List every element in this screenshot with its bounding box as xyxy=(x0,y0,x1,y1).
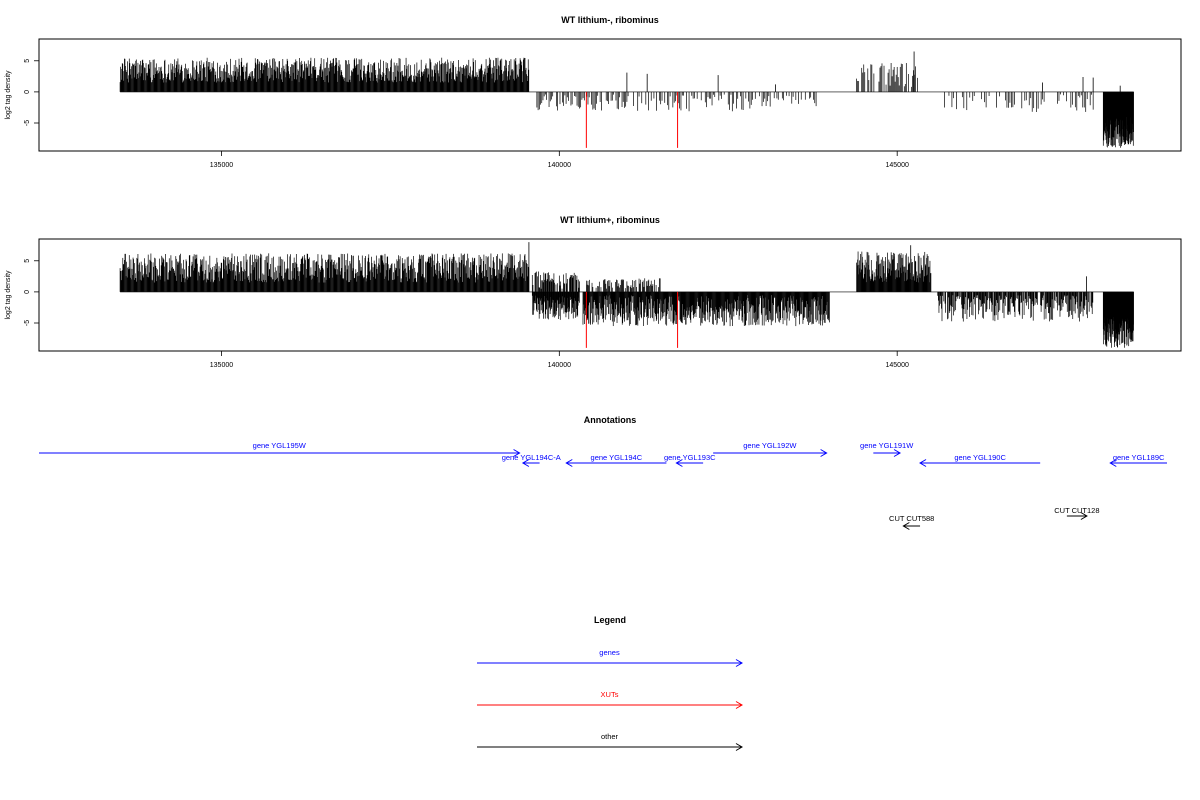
legend-item: other xyxy=(477,732,743,751)
annotation-label: gene YGL192W xyxy=(743,441,797,450)
track-panel-lithium-plus: WT lithium+, ribominus log2 tag density … xyxy=(5,215,1182,369)
annotation-other: CUT CUT588 xyxy=(889,514,934,530)
track-panel-lithium-minus: WT lithium-, ribominus log2 tag density … xyxy=(5,15,1182,169)
annotation-arrowhead xyxy=(675,459,683,467)
coverage-bars xyxy=(119,242,1134,348)
legend-label: XUTs xyxy=(601,690,619,699)
annotation-arrowhead xyxy=(513,449,521,457)
annotation-arrowhead xyxy=(1109,459,1117,467)
annotation-gene: gene YGL193C xyxy=(664,453,716,467)
legend-items: genes XUTs other xyxy=(477,648,743,751)
annotation-label: gene YGL190C xyxy=(954,453,1006,462)
annotation-label: gene YGL194C-A xyxy=(502,453,561,462)
xut-markers xyxy=(585,291,679,348)
annotation-gene: gene YGL195W xyxy=(39,441,521,457)
x-tick-label: 140000 xyxy=(548,362,571,369)
x-tick-label: 135000 xyxy=(210,362,233,369)
y-tick-label: 0 xyxy=(24,90,31,94)
annotation-gene: gene YGL194C-A xyxy=(502,453,561,467)
y-tick-label: 5 xyxy=(24,59,31,63)
annotation-label: gene YGL194C xyxy=(591,453,643,462)
x-tick-label: 145000 xyxy=(886,362,909,369)
x-tick-label: 145000 xyxy=(886,162,909,169)
y-axis-label: log2 tag density xyxy=(5,70,12,120)
annotation-label: CUT CUT588 xyxy=(889,514,934,523)
y-axis-label: log2 tag density xyxy=(5,270,12,320)
annotation-label: gene YGL195W xyxy=(253,441,307,450)
annotation-label: gene YGL193C xyxy=(664,453,716,462)
xut-markers xyxy=(585,91,679,148)
y-axis: 5 0 -5 xyxy=(24,259,39,326)
annotation-arrowhead xyxy=(1080,512,1088,520)
y-axis: 5 0 -5 xyxy=(24,59,39,126)
annotation-label: gene YGL189C xyxy=(1113,453,1165,462)
plot-frame xyxy=(38,238,1182,352)
annotation-arrowhead xyxy=(820,449,828,457)
annotation-other: CUT CUT128 xyxy=(1054,506,1100,520)
y-tick-label: -5 xyxy=(24,120,31,126)
legend-arrowhead xyxy=(735,743,743,751)
annotation-arrowhead xyxy=(919,459,927,467)
coverage-bars xyxy=(119,51,1134,148)
annotation-gene: gene YGL191W xyxy=(860,441,914,457)
annotation-arrowhead xyxy=(521,459,530,467)
annotations-title: Annotations xyxy=(584,415,637,425)
plot-frame xyxy=(38,38,1182,152)
legend-title: Legend xyxy=(594,615,626,625)
annotation-label: gene YGL191W xyxy=(860,441,914,450)
x-tick-label: 135000 xyxy=(210,162,233,169)
x-axis: 135000 140000 145000 xyxy=(210,351,909,369)
annotation-arrowhead xyxy=(565,459,573,467)
annotation-gene: gene YGL189C xyxy=(1109,453,1167,467)
annotation-gene: gene YGL190C xyxy=(919,453,1041,467)
annotation-arrowhead xyxy=(893,449,902,457)
legend-item: genes xyxy=(477,648,743,667)
y-tick-label: 0 xyxy=(24,290,31,294)
legend-label: other xyxy=(601,732,619,741)
annotation-gene: gene YGL194C xyxy=(565,453,667,467)
legend-arrowhead xyxy=(735,701,743,709)
legend-arrowhead xyxy=(735,659,743,667)
panel-title: WT lithium+, ribominus xyxy=(560,215,660,225)
annotation-arrowhead xyxy=(902,522,910,530)
x-tick-label: 140000 xyxy=(548,162,571,169)
annotation-items: gene YGL195W gene YGL194C-A gene YGL194C ge… xyxy=(39,441,1167,530)
annotation-gene: gene YGL192W xyxy=(713,441,828,457)
x-axis: 135000 140000 145000 xyxy=(210,151,909,169)
legend-label: genes xyxy=(599,648,620,657)
panel-title: WT lithium-, ribominus xyxy=(561,15,659,25)
annotation-label: CUT CUT128 xyxy=(1054,506,1099,515)
y-tick-label: -5 xyxy=(24,320,31,326)
legend: Legend genes XUTs other xyxy=(477,615,743,751)
legend-item: XUTs xyxy=(477,690,743,709)
y-tick-label: 5 xyxy=(24,259,31,263)
